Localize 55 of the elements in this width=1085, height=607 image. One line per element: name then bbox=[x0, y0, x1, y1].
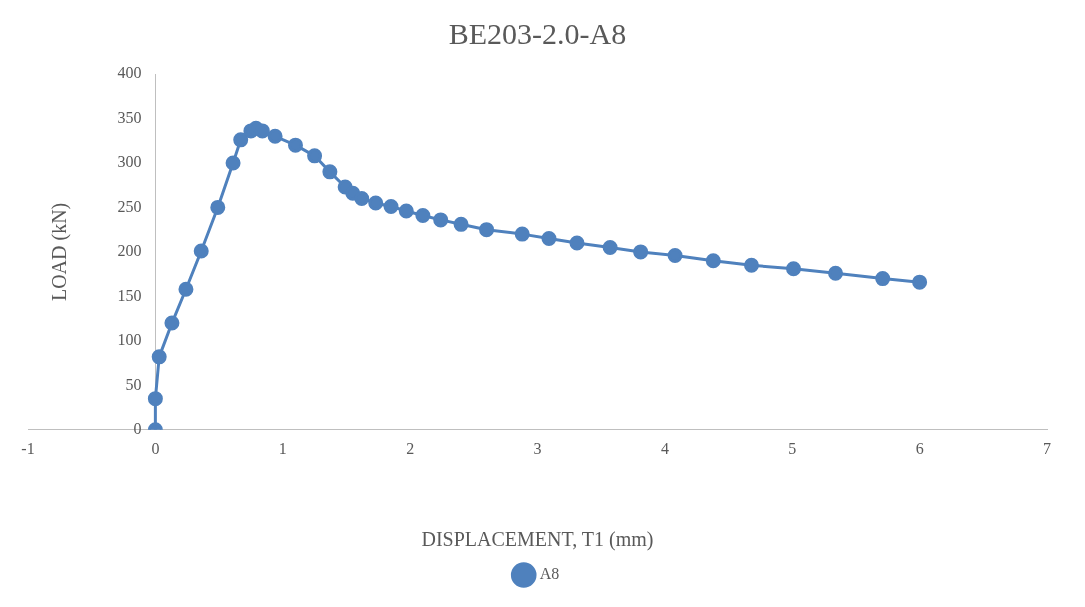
x-tick-label: 7 bbox=[1043, 439, 1051, 457]
point bbox=[667, 247, 683, 263]
point bbox=[233, 132, 249, 148]
legend-label: A8 bbox=[539, 565, 560, 583]
y-tick-label: 150 bbox=[117, 286, 142, 304]
x-tick-label: 1 bbox=[278, 439, 287, 457]
y-tick-label: 350 bbox=[117, 108, 142, 126]
point bbox=[705, 253, 721, 269]
point bbox=[267, 128, 283, 144]
point bbox=[633, 244, 649, 260]
x-tick-label: 4 bbox=[660, 439, 669, 457]
point bbox=[147, 391, 163, 407]
point bbox=[210, 199, 226, 215]
point bbox=[307, 148, 323, 164]
point bbox=[514, 226, 530, 242]
x-tick-label: 5 bbox=[788, 439, 797, 457]
y-tick-label: 250 bbox=[117, 197, 142, 215]
point bbox=[569, 235, 585, 251]
y-tick-label: 100 bbox=[117, 331, 142, 349]
point bbox=[453, 216, 469, 232]
point bbox=[398, 203, 414, 219]
x-tick-label: 3 bbox=[533, 439, 542, 457]
y-tick-label: 300 bbox=[117, 153, 142, 171]
x-tick-label: 6 bbox=[915, 439, 924, 457]
point bbox=[164, 315, 180, 331]
point bbox=[415, 207, 431, 223]
x-tick-label: 2 bbox=[406, 439, 415, 457]
point bbox=[912, 274, 928, 290]
y-axis-title: LOAD (kN) bbox=[47, 202, 71, 302]
y-tick-label: 50 bbox=[125, 375, 142, 393]
point bbox=[383, 199, 399, 215]
x-axis-title: DISPLACEMENT, T1 (mm) bbox=[421, 528, 654, 552]
point bbox=[368, 195, 384, 211]
chart-title: BE203-2.0-A8 bbox=[448, 16, 627, 50]
point bbox=[541, 231, 557, 247]
point bbox=[193, 243, 209, 259]
point bbox=[322, 164, 338, 180]
point bbox=[225, 155, 241, 171]
point bbox=[151, 349, 167, 365]
point bbox=[433, 212, 449, 228]
point bbox=[602, 239, 618, 255]
point bbox=[254, 123, 270, 139]
point bbox=[287, 137, 303, 153]
point bbox=[743, 257, 759, 273]
y-tick-label: 0 bbox=[133, 420, 142, 437]
point bbox=[786, 261, 802, 277]
point bbox=[479, 222, 495, 238]
point bbox=[875, 271, 891, 287]
x-tick-label: 0 bbox=[151, 439, 160, 457]
point bbox=[354, 191, 370, 207]
y-tick-label: 200 bbox=[117, 242, 142, 260]
point bbox=[178, 281, 194, 297]
y-tick-label: 400 bbox=[117, 64, 142, 82]
x-tick-label: -1 bbox=[21, 439, 35, 457]
point bbox=[828, 265, 844, 281]
